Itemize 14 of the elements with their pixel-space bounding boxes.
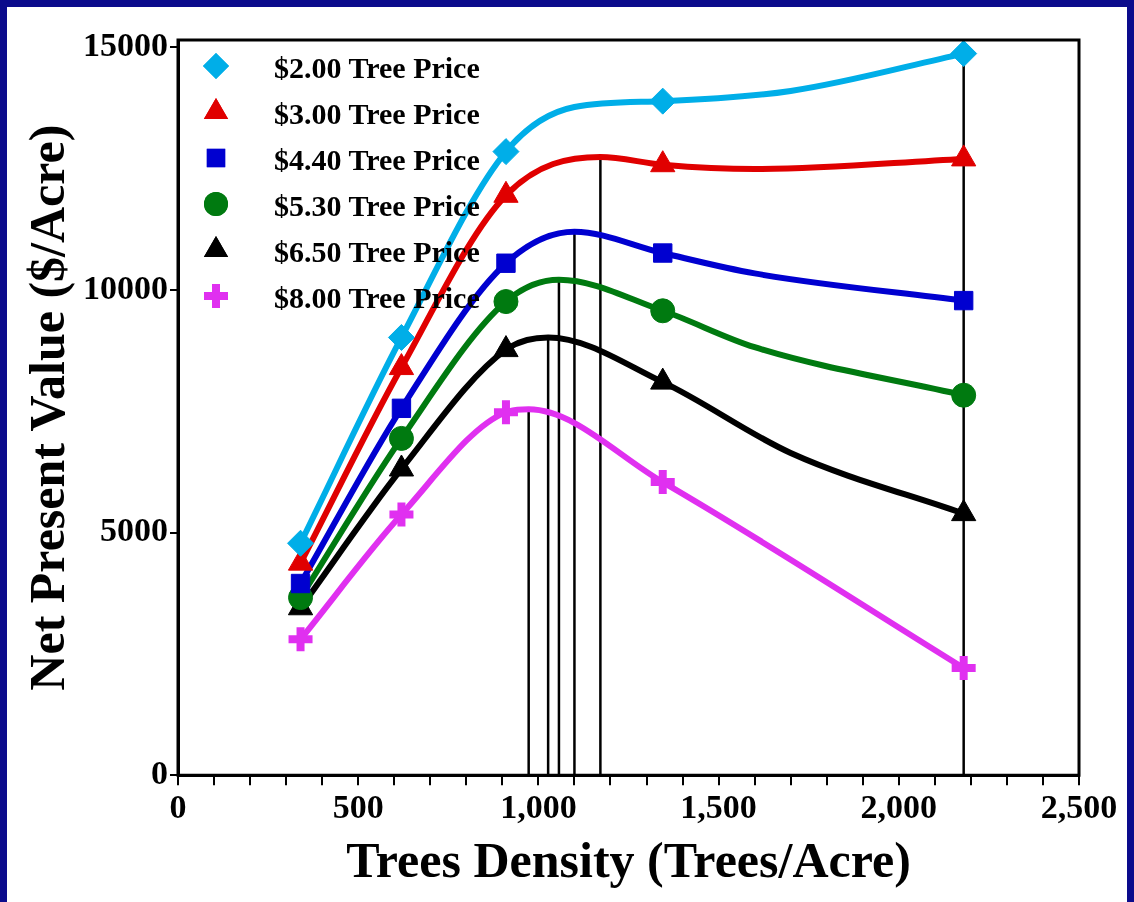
x-tick-label: 1,500 xyxy=(680,788,757,826)
x-tick-label: 500 xyxy=(332,788,384,826)
x-tick-label: 1,000 xyxy=(500,788,577,826)
x-tick-label: 2,000 xyxy=(860,788,938,826)
y-tick-label: 10000 xyxy=(83,268,168,306)
legend-label: $2.00 Tree Price xyxy=(274,50,480,84)
legend-label: $4.40 Tree Price xyxy=(274,142,480,176)
y-tick-label: 0 xyxy=(151,753,168,791)
y-tick-label: 15000 xyxy=(83,26,168,64)
x-axis-title: Trees Density (Trees/Acre) xyxy=(346,831,911,888)
y-tick-label: 5000 xyxy=(100,511,168,549)
x-tick-label: 2,500 xyxy=(1040,788,1118,826)
legend-label: $3.00 Tree Price xyxy=(274,96,480,130)
y-axis-title: Net Present Value ($/Acre) xyxy=(18,124,75,691)
